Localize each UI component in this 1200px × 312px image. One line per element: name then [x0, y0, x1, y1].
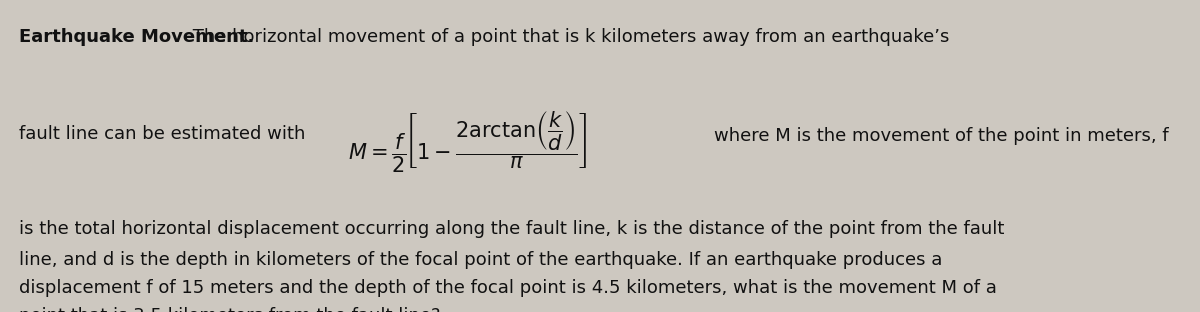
Text: where M is the movement of the point in meters, f: where M is the movement of the point in … — [714, 127, 1169, 145]
Text: fault line can be estimated with: fault line can be estimated with — [19, 125, 306, 143]
Text: Earthquake Movement.: Earthquake Movement. — [19, 28, 254, 46]
Text: $M = \dfrac{f}{2}\!\left[1 - \dfrac{2\arctan\!\left(\dfrac{k}{d}\right)}{\pi}\ri: $M = \dfrac{f}{2}\!\left[1 - \dfrac{2\ar… — [348, 109, 588, 175]
Text: point that is 3.5 kilometers from the fault line?: point that is 3.5 kilometers from the fa… — [19, 307, 440, 312]
Text: line, and d is the depth in kilometers of the focal point of the earthquake. If : line, and d is the depth in kilometers o… — [19, 251, 942, 269]
Text: is the total horizontal displacement occurring along the fault line, k is the di: is the total horizontal displacement occ… — [19, 220, 1004, 238]
Text: displacement f of 15 meters and the depth of the focal point is 4.5 kilometers, : displacement f of 15 meters and the dept… — [19, 279, 997, 297]
Text: The horizontal movement of a point that is k kilometers away from an earthquake’: The horizontal movement of a point that … — [187, 28, 949, 46]
